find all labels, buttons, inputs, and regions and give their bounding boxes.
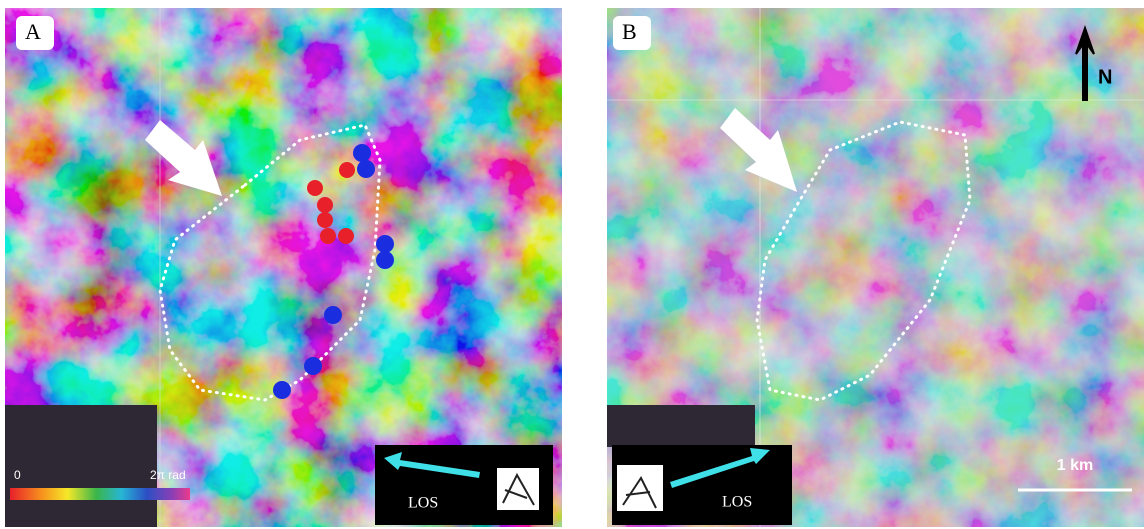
panel-label: B bbox=[622, 19, 637, 44]
scale-label: 1 km bbox=[1057, 457, 1093, 474]
panel-b: LOS N 1 km B bbox=[607, 8, 1144, 527]
colorbar-min: 0 bbox=[14, 468, 21, 482]
figure: 0 2π rad LOS A LOS N 1 km B bbox=[0, 0, 1144, 529]
los-label: LOS bbox=[408, 495, 438, 512]
legend-box bbox=[607, 405, 755, 447]
panel-a: 0 2π rad LOS A bbox=[5, 8, 562, 527]
north-label: N bbox=[1098, 66, 1112, 88]
colorbar-max: 2π rad bbox=[150, 468, 186, 482]
legend-box bbox=[5, 405, 157, 527]
colorbar bbox=[10, 488, 190, 500]
page: {"panels": [ {"label": "A", "colorbar": … bbox=[0, 0, 1144, 529]
panel-label: A bbox=[25, 19, 41, 44]
los-label: LOS bbox=[722, 494, 752, 511]
